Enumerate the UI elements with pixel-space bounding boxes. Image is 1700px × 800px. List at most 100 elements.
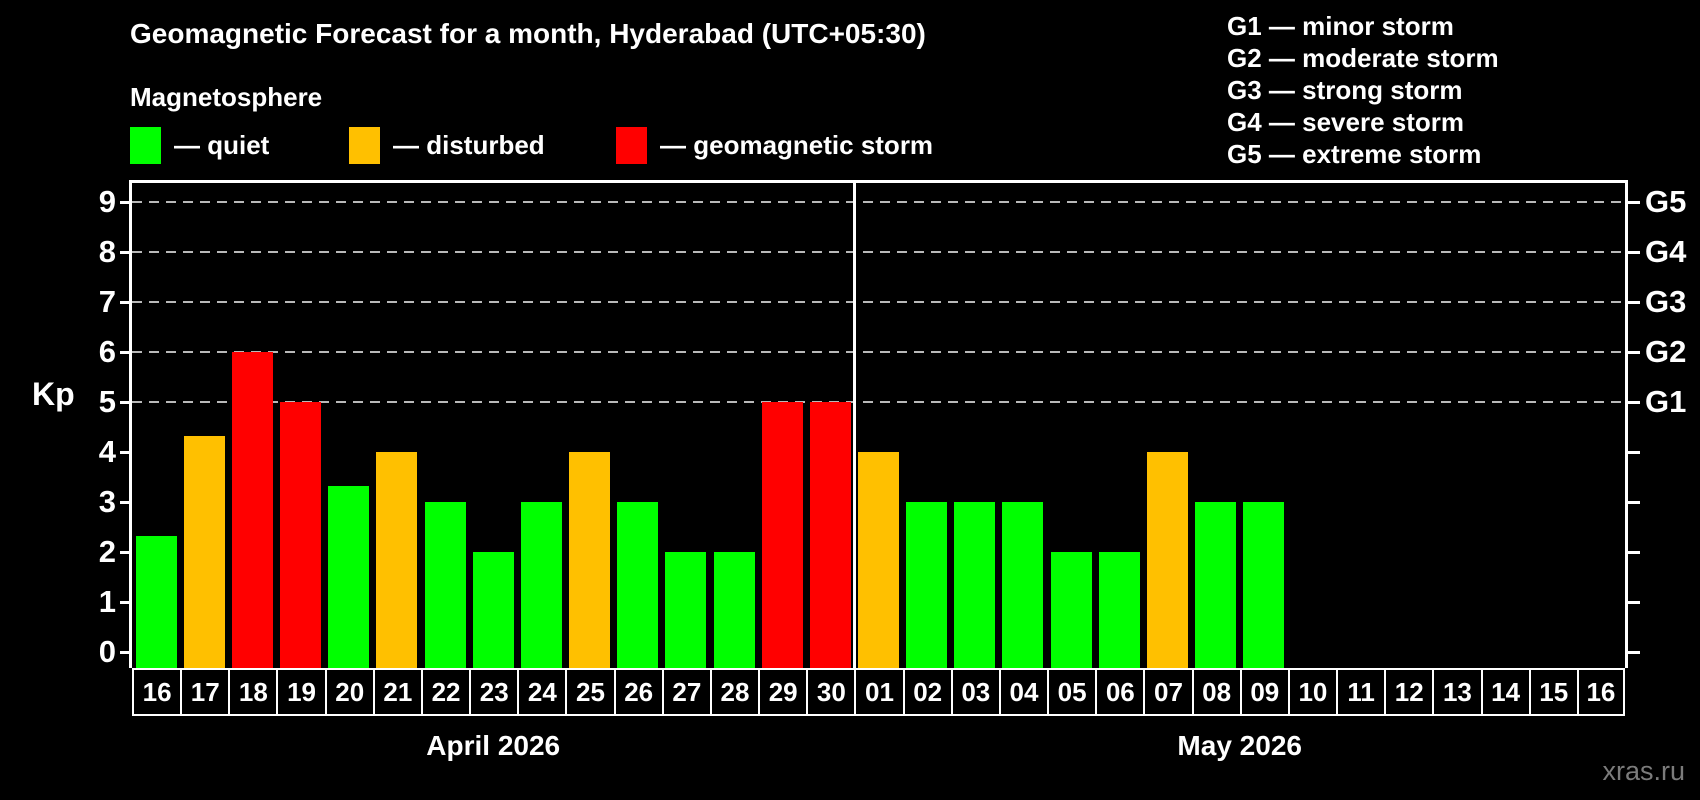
day-label-box-01: 01 [854,668,905,716]
left-axis-tick-kp6 [120,351,132,354]
day-label-box-08: 08 [1191,668,1242,716]
legend-item-storm: — geomagnetic storm [616,126,933,164]
left-axis-tick-kp7 [120,301,132,304]
kp-bar-day-01-disturbed [858,452,899,668]
kp-bar-day-16-quiet [135,535,177,668]
right-axis-tick-kp0 [1628,651,1640,654]
day-label-box-06: 06 [1095,668,1146,716]
x-axis-day-row: 16 17 18 19 20 21 22 23 24 25 26 27 28 29 30 01 02 03 04 05… [132,668,1629,716]
gridline-kp8 [132,251,1625,253]
day-label-box-12: 12 [1384,668,1435,716]
kp-bar-day-26-quiet [617,502,659,668]
month-label-may: May 2026 [1177,730,1302,761]
day-label-box-26: 26 [613,668,664,716]
kp-bar-day-28-quiet [713,552,755,668]
right-axis-tick-kp4 [1628,451,1640,454]
y-tick-label-8: 8 [98,234,116,269]
kp-bar-day-07-disturbed [1146,452,1188,668]
g-legend-line-g1: G1 — minor storm [1227,11,1454,41]
right-axis-label-g3: G3 [1645,284,1687,319]
kp-bar-day-21-disturbed [376,452,418,668]
day-label-box-21: 21 [372,668,423,716]
day-label-box-18: 18 [228,668,279,716]
day-label-box-16: 16 [1576,668,1625,716]
day-label-box-03: 03 [950,668,1001,716]
gridline-kp6 [132,351,1625,353]
day-label-box-30: 30 [806,668,857,716]
storm-color-swatch [616,126,647,164]
kp-bar-day-02-quiet [906,502,948,668]
day-label-box-25: 25 [565,668,616,716]
kp-bar-day-18-storm [231,352,273,668]
day-label-box-02: 02 [902,668,953,716]
kp-bar-day-08-quiet [1195,502,1237,668]
y-tick-label-6: 6 [98,334,116,369]
y-tick-label-7: 7 [98,284,116,319]
right-axis-label-g4: G4 [1645,234,1687,269]
g-scale-legend: G1 — minor storm G2 — moderate storm G3 … [1227,10,1499,170]
page-title: Geomagnetic Forecast for a month, Hydera… [130,18,926,49]
kp-bar-day-04-quiet [1002,502,1044,668]
day-label-box-20: 20 [324,668,375,716]
legend-disturbed-label: — disturbed [393,129,545,160]
kp-bar-day-29-storm [761,402,803,668]
month-label-april: April 2026 [426,730,561,761]
y-tick-label-1: 1 [98,584,116,619]
day-label-box-05: 05 [1047,668,1098,716]
kp-bar-day-03-quiet [954,502,996,668]
kp-bar-day-09-quiet [1243,502,1285,668]
kp-bar-day-19-storm [280,402,322,668]
day-label-box-23: 23 [469,668,520,716]
kp-bar-day-05-quiet [1050,552,1092,668]
watermark: xras.ru [1602,756,1685,786]
left-axis-tick-kp3 [120,501,132,504]
left-axis-tick-kp4 [120,451,132,454]
legend-item-disturbed: — disturbed [349,126,545,164]
kp-bar-day-17-disturbed [183,435,225,668]
gridline-kp9 [132,201,1625,203]
right-axis-tick-kp9 [1628,201,1640,204]
gridline-kp5 [132,401,1625,403]
day-label-box-22: 22 [420,668,472,716]
right-axis-label-g2: G2 [1645,334,1687,369]
day-label-box-15: 15 [1528,668,1579,716]
right-axis-tick-kp8 [1628,251,1640,254]
y-tick-label-3: 3 [98,484,116,519]
g-legend-line-g3: G3 — strong storm [1227,75,1463,105]
left-axis-tick-kp9 [120,201,132,204]
right-axis-tick-kp7 [1628,301,1640,304]
legend-item-quiet: — quiet [130,126,269,164]
legend-storm-label: — geomagnetic storm [660,129,934,160]
day-label-box-13: 13 [1432,668,1483,716]
kp-bar-day-25-disturbed [569,452,611,668]
day-label-box-27: 27 [661,668,712,716]
y-tick-label-0: 0 [98,634,116,669]
right-axis-label-g1: G1 [1645,384,1687,419]
left-axis-tick-kp1 [120,601,132,604]
magnetosphere-label: Magnetosphere [130,82,323,112]
kp-bar-day-27-quiet [665,552,707,668]
left-axis-tick-kp2 [120,551,132,554]
day-label-box-17: 17 [180,668,231,716]
day-label-box-28: 28 [709,668,761,716]
right-axis-tick-kp6 [1628,351,1640,354]
y-tick-label-4: 4 [98,434,116,469]
day-label-box-29: 29 [758,668,809,716]
kp-bar-day-24-quiet [520,502,562,668]
legend-quiet-label: — quiet [174,129,270,160]
right-axis-tick-kp2 [1628,551,1640,554]
y-tick-label-5: 5 [98,384,116,419]
day-label-box-14: 14 [1480,668,1531,716]
plot-area [129,180,1628,668]
day-label-box-10: 10 [1287,668,1339,716]
right-axis-tick-kp5 [1628,401,1640,404]
right-axis-tick-kp3 [1628,501,1640,504]
y-axis-title: Kp [32,376,75,412]
left-axis-tick-kp0 [120,651,132,654]
kp-bar-day-06-quiet [1098,552,1140,668]
gridline-kp7 [132,301,1625,303]
day-label-box-16: 16 [132,668,183,716]
kp-bar-day-23-quiet [472,552,514,668]
month-separator-line [852,183,856,668]
